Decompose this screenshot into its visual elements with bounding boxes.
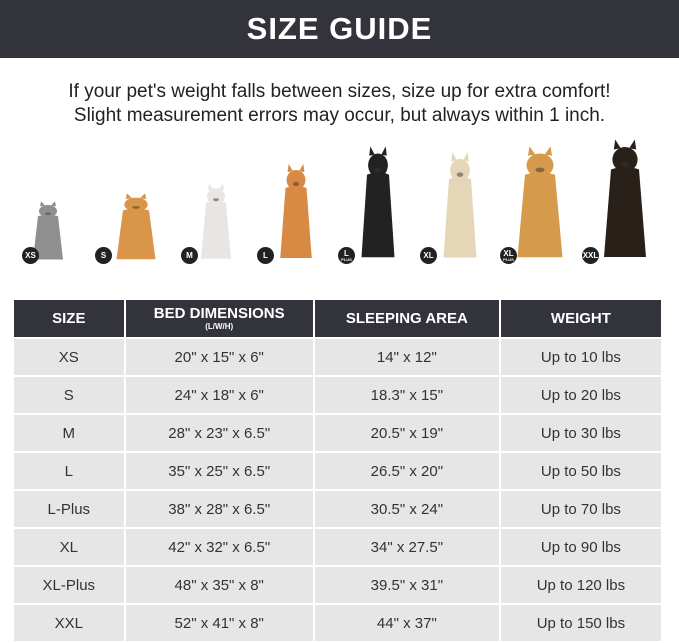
badge-sub: PLUS bbox=[503, 256, 514, 262]
shiba-inu-image bbox=[275, 162, 317, 262]
table-cell: 52" x 41" x 8" bbox=[125, 605, 313, 641]
size-badge: XS bbox=[22, 247, 39, 264]
golden-retriever-image bbox=[510, 144, 570, 262]
pomeranian-image bbox=[110, 192, 162, 262]
table-cell: 30.5" x 24" bbox=[314, 491, 499, 527]
size-badge: M bbox=[181, 247, 198, 264]
column-header: SLEEPING AREA bbox=[314, 300, 499, 337]
table-cell: 20.5" x 19" bbox=[314, 415, 499, 451]
title-bar: SIZE GUIDE bbox=[0, 0, 679, 58]
intro-line: Slight measurement errors may occur, but… bbox=[73, 105, 606, 126]
table-cell: Up to 150 lbs bbox=[500, 605, 661, 641]
badge-label: M bbox=[186, 250, 193, 260]
table-row: L-Plus 38" x 28" x 6.5" 30.5" x 24" Up to 7… bbox=[14, 491, 661, 527]
table-cell: Up to 30 lbs bbox=[500, 415, 661, 451]
table-cell: Up to 120 lbs bbox=[500, 567, 661, 603]
table-cell: 18.3" x 15" bbox=[314, 377, 499, 413]
table-cell: 14" x 12" bbox=[314, 339, 499, 375]
table-cell: XL bbox=[14, 529, 124, 565]
table-cell: S bbox=[14, 377, 124, 413]
table-row: S 24" x 18" x 6" 18.3" x 15" Up to 20 lbs bbox=[14, 377, 661, 413]
doberman-image bbox=[597, 137, 653, 262]
badge-label: XL bbox=[503, 248, 514, 258]
intro-line: If your pet's weight falls between sizes… bbox=[68, 81, 611, 102]
size-badge: L PLUS bbox=[338, 247, 355, 264]
table-row: XL-Plus 48" x 35" x 8" 39.5" x 31" Up to 12… bbox=[14, 567, 661, 603]
badge-sub: PLUS bbox=[341, 256, 352, 262]
table-cell: L-Plus bbox=[14, 491, 124, 527]
border-collie-image bbox=[356, 144, 400, 262]
header-label: BED DIMENSIONS bbox=[153, 305, 285, 322]
table-cell: Up to 20 lbs bbox=[500, 377, 661, 413]
page-title: SIZE GUIDE bbox=[246, 11, 433, 46]
labrador-image bbox=[438, 150, 482, 262]
table-cell: L bbox=[14, 453, 124, 489]
column-header: BED DIMENSIONS (L/W/H) bbox=[125, 300, 313, 337]
header-label: SIZE bbox=[52, 309, 86, 327]
table-header-row: SIZE BED DIMENSIONS (L/W/H) SLEEPING AREA WE… bbox=[14, 300, 661, 337]
pet-size-lineup: XS S M L L PLUS XL XL PLUS XXL bbox=[0, 137, 679, 270]
header-label: WEIGHT bbox=[550, 309, 611, 327]
table-cell: Up to 50 lbs bbox=[500, 453, 661, 489]
header-sub: (L/W/H) bbox=[205, 322, 234, 331]
table-cell: Up to 10 lbs bbox=[500, 339, 661, 375]
table-cell: XL-Plus bbox=[14, 567, 124, 603]
table-cell: XXL bbox=[14, 605, 124, 641]
badge-label: S bbox=[100, 250, 107, 260]
table-row: XL 42" x 32" x 6.5" 34" x 27.5" Up to 90 lb… bbox=[14, 529, 661, 565]
header-label: SLEEPING AREA bbox=[345, 309, 468, 327]
table-cell: 20" x 15" x 6" bbox=[125, 339, 313, 375]
size-badge: S bbox=[95, 247, 112, 264]
table-cell: 44" x 37" bbox=[314, 605, 499, 641]
french-bulldog-image bbox=[196, 182, 236, 262]
size-table: SIZE BED DIMENSIONS (L/W/H) SLEEPING AREA WE… bbox=[12, 298, 663, 643]
column-header: SIZE bbox=[14, 300, 124, 337]
badge-label: XL bbox=[423, 250, 434, 260]
table-row: XS 20" x 15" x 6" 14" x 12" Up to 10 lbs bbox=[14, 339, 661, 375]
table-cell: 24" x 18" x 6" bbox=[125, 377, 313, 413]
intro-text: If your pet's weight falls between sizes… bbox=[0, 80, 679, 128]
table-cell: Up to 90 lbs bbox=[500, 529, 661, 565]
size-badge: L bbox=[257, 247, 274, 264]
table-row: XXL 52" x 41" x 8" 44" x 37" Up to 150 lbs bbox=[14, 605, 661, 641]
table-cell: 42" x 32" x 6.5" bbox=[125, 529, 313, 565]
table-cell: 26.5" x 20" bbox=[314, 453, 499, 489]
table-cell: 35" x 25" x 6.5" bbox=[125, 453, 313, 489]
table-cell: 48" x 35" x 8" bbox=[125, 567, 313, 603]
table-cell: Up to 70 lbs bbox=[500, 491, 661, 527]
size-badge: XL bbox=[420, 247, 437, 264]
badge-label: XXL bbox=[582, 250, 599, 260]
badge-label: XS bbox=[25, 250, 36, 260]
badge-label: L bbox=[344, 248, 349, 258]
table-cell: XS bbox=[14, 339, 124, 375]
table-cell: 28" x 23" x 6.5" bbox=[125, 415, 313, 451]
size-badge: XL PLUS bbox=[500, 247, 517, 264]
badge-label: L bbox=[263, 250, 268, 260]
size-badge: XXL bbox=[582, 247, 599, 264]
column-header: WEIGHT bbox=[500, 300, 661, 337]
table-row: M 28" x 23" x 6.5" 20.5" x 19" Up to 30 lbs bbox=[14, 415, 661, 451]
table-cell: M bbox=[14, 415, 124, 451]
table-cell: 34" x 27.5" bbox=[314, 529, 499, 565]
table-row: L 35" x 25" x 6.5" 26.5" x 20" Up to 50 lbs bbox=[14, 453, 661, 489]
cat-image bbox=[28, 200, 68, 262]
table-cell: 39.5" x 31" bbox=[314, 567, 499, 603]
table-cell: 38" x 28" x 6.5" bbox=[125, 491, 313, 527]
